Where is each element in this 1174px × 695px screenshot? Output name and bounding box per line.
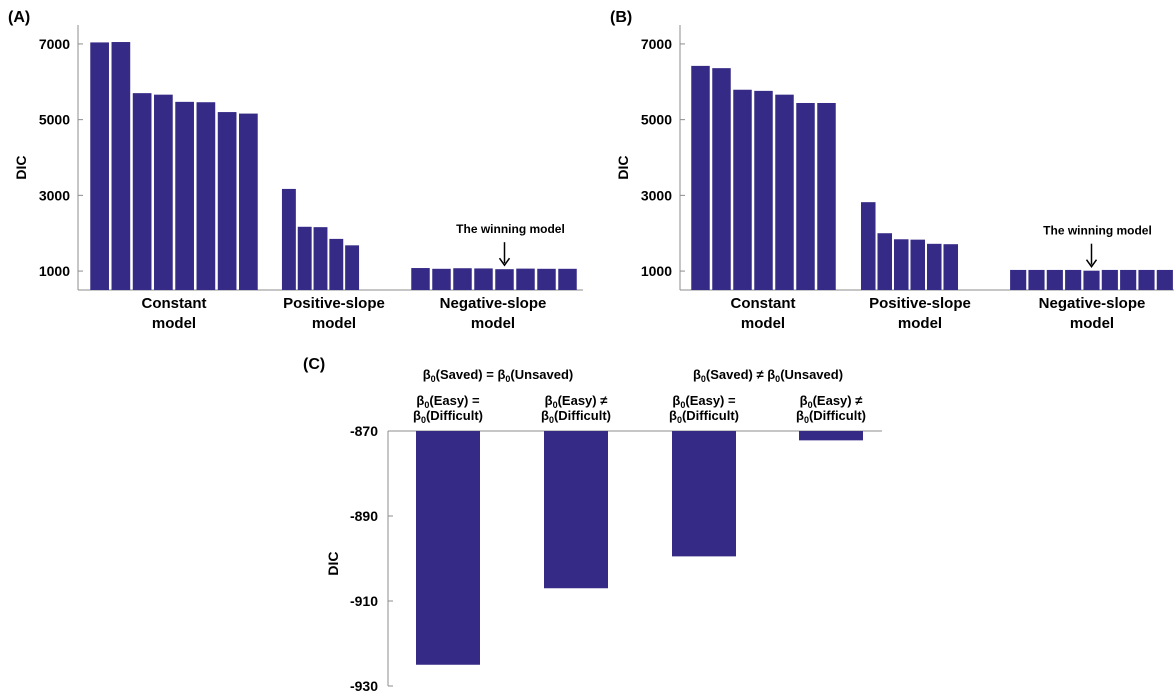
panel-a-bar xyxy=(196,102,216,290)
panel-b-bar xyxy=(796,102,815,290)
panel-b-bar xyxy=(877,233,893,290)
panel-a-bar xyxy=(453,268,472,290)
panel-c-category-label: β0(Difficult) xyxy=(413,408,483,425)
panel-a-bar xyxy=(495,269,514,290)
panel-b-annotation-text: The winning model xyxy=(1043,224,1152,238)
panel-a-y-tick-label: 5000 xyxy=(39,112,70,128)
panel-a-y-tick-label: 3000 xyxy=(39,187,70,203)
panel-b-bar xyxy=(1083,270,1100,290)
panel-a-bar xyxy=(297,226,312,290)
panel-a-group-label: model xyxy=(471,315,515,332)
panel-a-bar xyxy=(90,42,109,290)
panel-b-bar xyxy=(1010,269,1027,290)
panel-a-bar xyxy=(132,93,152,291)
panel-a-group-label: Negative-slope xyxy=(440,295,547,312)
panel-c-y-tick-label: -910 xyxy=(350,593,378,609)
panel-c-category-label: β0(Difficult) xyxy=(796,408,866,425)
panel-a-bar xyxy=(474,268,493,290)
panel-b-y-tick-label: 7000 xyxy=(641,36,672,52)
panel-c-bar xyxy=(544,431,608,589)
panel-a-group-label: model xyxy=(152,315,196,332)
panel-b-group-label: Positive-slope xyxy=(869,295,971,312)
panel-a-annotation-arrowhead xyxy=(498,257,511,267)
panel-a-bar xyxy=(154,94,173,291)
panel-c-y-tick-label: -890 xyxy=(350,508,378,524)
panel-b-bar xyxy=(1065,269,1082,290)
panel-b-group-label: model xyxy=(741,315,785,332)
panel-b-bar xyxy=(775,94,794,291)
panel-a-y-axis-label: DIC xyxy=(13,155,29,179)
panel-b-group-label: model xyxy=(898,315,942,332)
panel-b-y-tick-label: 1000 xyxy=(641,263,672,279)
panel-a-group-label: model xyxy=(312,315,356,332)
panel-b-bar xyxy=(1138,269,1155,290)
panel-c-category-label: β0(Easy) ≠ xyxy=(545,393,608,410)
panel-b-bar xyxy=(860,202,876,290)
panel-c-y-tick-label: -930 xyxy=(350,678,378,694)
panel-a-bar xyxy=(345,245,360,290)
panel-a-group-label: Constant xyxy=(142,295,207,312)
panel-b-bar xyxy=(1120,269,1137,290)
panel-a-bar xyxy=(558,268,577,290)
panel-b-bar xyxy=(1046,269,1063,290)
panel-b-annotation-arrowhead xyxy=(1085,259,1098,268)
panel-c-bar xyxy=(672,431,736,557)
panel-b-bar xyxy=(926,243,942,290)
panel-a-y-tick-label: 7000 xyxy=(39,36,70,52)
panel-c-y-tick-label: -870 xyxy=(350,423,378,439)
panel-b-y-tick-label: 3000 xyxy=(641,187,672,203)
panel-b-bar xyxy=(1101,269,1118,290)
panel-a-bar xyxy=(516,268,535,290)
panel-b-bar xyxy=(1028,269,1045,290)
panel-b-bar xyxy=(893,239,909,290)
panel-a-bar xyxy=(313,227,328,290)
panel-b-group-label: Constant xyxy=(731,295,796,312)
panel-a-annotation-text: The winning model xyxy=(456,222,565,236)
panel-c-category-label: β0(Easy) ≠ xyxy=(800,393,863,410)
panel-a-group-label: Positive-slope xyxy=(283,295,385,312)
panel-a-bar xyxy=(411,268,430,290)
panel-b-bar xyxy=(691,65,710,290)
panel-b-bar xyxy=(943,244,959,290)
panel-a-bar xyxy=(111,42,131,291)
panel-c-category-label: β0(Difficult) xyxy=(541,408,611,425)
panel-c-bar xyxy=(799,431,863,441)
panel-a-bar xyxy=(432,268,451,290)
panel-a-letter: (A) xyxy=(8,9,30,26)
panel-c-letter: (C) xyxy=(303,356,325,373)
panel-b-y-tick-label: 5000 xyxy=(641,112,672,128)
panel-a-bar xyxy=(217,112,237,290)
panel-b-bar xyxy=(733,89,752,290)
panel-a-bar xyxy=(537,268,556,290)
panel-b-bar xyxy=(1156,269,1173,290)
panel-c-bar xyxy=(416,431,480,665)
panel-b-bar xyxy=(754,90,773,290)
panel-a-y-tick-label: 1000 xyxy=(39,263,70,279)
panel-b-letter: (B) xyxy=(610,9,632,26)
panel-b-bar xyxy=(817,102,836,290)
panel-a-bar xyxy=(281,188,296,290)
panel-a-bar xyxy=(329,238,344,290)
panel-a-bar xyxy=(175,101,194,290)
panel-b-y-axis-label: DIC xyxy=(615,155,631,179)
panel-b-group-label: model xyxy=(1070,315,1114,332)
panel-c-group-header: β0(Saved) ≠ β0(Unsaved) xyxy=(693,367,843,384)
panel-c-category-label: β0(Easy) = xyxy=(416,393,480,410)
panel-c-y-axis-label: DIC xyxy=(325,551,341,575)
panel-b-bar xyxy=(712,68,731,291)
panel-a-bar xyxy=(239,113,258,290)
panel-c-category-label: β0(Easy) = xyxy=(672,393,736,410)
panel-b-group-label: Negative-slope xyxy=(1039,295,1146,312)
panel-c-group-header: β0(Saved) = β0(Unsaved) xyxy=(423,367,574,384)
panel-b-bar xyxy=(910,239,926,290)
panel-c-category-label: β0(Difficult) xyxy=(669,408,739,425)
